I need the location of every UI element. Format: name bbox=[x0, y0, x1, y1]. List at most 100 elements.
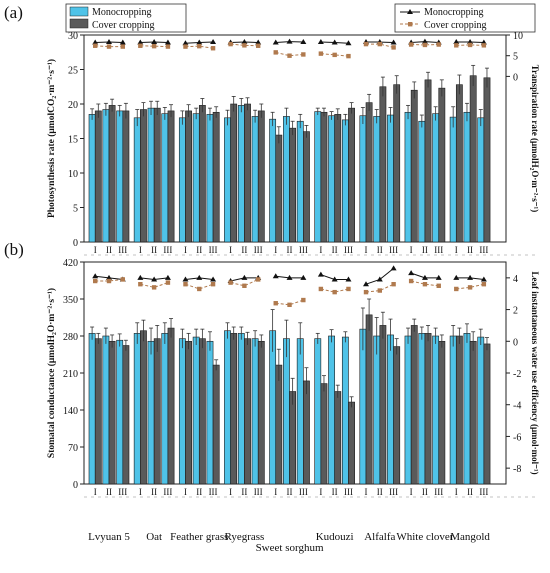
marker-triangle bbox=[255, 39, 262, 45]
marker-triangle bbox=[390, 265, 397, 271]
bar-mono bbox=[373, 335, 381, 485]
marker-square bbox=[467, 42, 473, 48]
bar-cover bbox=[379, 325, 387, 485]
bar-mono bbox=[463, 111, 471, 243]
marker-triangle bbox=[345, 276, 352, 282]
marker-triangle bbox=[421, 38, 428, 44]
bar-mono bbox=[224, 117, 231, 243]
sub-label: III bbox=[299, 487, 308, 497]
marker-triangle bbox=[106, 39, 112, 45]
panel-b: (b)070140210280350420420-2-4-6-8Stomatal… bbox=[4, 240, 540, 498]
marker-triangle bbox=[300, 39, 307, 45]
marker-triangle bbox=[408, 270, 415, 276]
y-tick-label-right: 10 bbox=[513, 31, 523, 42]
marker-triangle bbox=[182, 276, 189, 282]
marker-triangle bbox=[331, 276, 338, 282]
y-tick-label-left: 420 bbox=[63, 258, 78, 269]
marker-square bbox=[481, 43, 487, 48]
y-tick-label-left: 70 bbox=[68, 443, 78, 454]
bar-mono bbox=[359, 328, 367, 485]
bar-cover bbox=[320, 383, 328, 485]
y-tick-label-left: 15 bbox=[68, 135, 78, 146]
y-tick-label-left: 25 bbox=[68, 66, 78, 77]
sub-label: II bbox=[467, 245, 473, 255]
bar-cover bbox=[185, 340, 192, 485]
bar-cover bbox=[379, 86, 387, 243]
bar-cover bbox=[365, 102, 373, 243]
sub-label: I bbox=[94, 487, 97, 497]
sub-label: III bbox=[434, 245, 443, 255]
bar-mono bbox=[296, 338, 304, 485]
panel-a: (a) 0 5 10 15 20 25 30 10 5 0 Photosynthesis rate (… bbox=[4, 3, 540, 256]
marker-square bbox=[210, 282, 216, 287]
legend-marker-square bbox=[408, 22, 413, 27]
marker-square bbox=[377, 41, 383, 47]
sub-label: II bbox=[332, 245, 338, 255]
legend-swatch-mono bbox=[69, 6, 89, 17]
bar-mono bbox=[206, 340, 214, 485]
bar-mono bbox=[161, 333, 169, 485]
marker-triangle bbox=[272, 39, 279, 45]
marker-square bbox=[346, 53, 351, 59]
marker-square bbox=[467, 285, 473, 290]
marker-square bbox=[481, 282, 487, 287]
sub-label: III bbox=[479, 487, 488, 497]
bar-mono bbox=[373, 116, 381, 243]
bar-cover bbox=[438, 340, 446, 485]
marker-square bbox=[165, 44, 171, 49]
marker-square bbox=[422, 42, 428, 48]
sub-label: III bbox=[434, 487, 443, 497]
y-tick-label-right: -4 bbox=[513, 401, 521, 412]
y-tick-label-left: 140 bbox=[63, 406, 78, 417]
marker-square bbox=[301, 52, 306, 57]
marker-triangle bbox=[151, 276, 158, 282]
y-tick-label-right: 0 bbox=[513, 72, 518, 83]
sub-label: II bbox=[241, 487, 247, 497]
bar-mono bbox=[178, 117, 186, 243]
marker-square bbox=[106, 278, 112, 284]
bar-cover bbox=[303, 380, 310, 485]
sub-label: III bbox=[479, 245, 488, 255]
marker-triangle bbox=[435, 274, 442, 280]
sub-label: I bbox=[365, 245, 368, 255]
bar-mono bbox=[224, 330, 231, 485]
bar-cover bbox=[153, 107, 161, 243]
bar-mono bbox=[418, 120, 426, 243]
bar-cover bbox=[198, 105, 206, 243]
bar-cover bbox=[289, 127, 297, 243]
bar-mono bbox=[269, 118, 277, 243]
sub-label: I bbox=[274, 245, 277, 255]
marker-square bbox=[197, 43, 202, 49]
marker-triangle bbox=[164, 274, 171, 280]
bar-mono bbox=[359, 115, 367, 243]
bar-mono bbox=[147, 107, 155, 243]
marker-triangle bbox=[196, 274, 203, 280]
marker-square bbox=[93, 278, 98, 284]
bar-cover bbox=[94, 110, 102, 243]
sub-label: III bbox=[299, 245, 308, 255]
marker-square bbox=[256, 277, 261, 282]
sub-label: III bbox=[209, 487, 218, 497]
sub-label: II bbox=[287, 487, 293, 497]
legend-marker-triangle bbox=[407, 9, 413, 14]
y-tick-label-left: 350 bbox=[63, 295, 78, 306]
marker-triangle bbox=[92, 39, 99, 45]
marker-square bbox=[408, 42, 414, 47]
bar-cover bbox=[122, 345, 130, 485]
bar-cover bbox=[198, 338, 206, 485]
marker-square bbox=[120, 277, 125, 282]
y-tick-label-right: 4 bbox=[513, 274, 518, 285]
bar-cover bbox=[244, 338, 251, 485]
sub-label: I bbox=[455, 487, 458, 497]
marker-square bbox=[391, 282, 396, 287]
sub-label: I bbox=[319, 245, 322, 255]
sub-label: III bbox=[163, 245, 172, 255]
marker-triangle bbox=[151, 39, 158, 45]
bar-mono bbox=[269, 330, 277, 485]
bar-mono bbox=[449, 116, 457, 243]
marker-triangle bbox=[241, 39, 248, 45]
bar-mono bbox=[432, 335, 440, 485]
bar-cover bbox=[122, 110, 130, 243]
marker-square bbox=[377, 288, 383, 293]
marker-square bbox=[151, 285, 157, 290]
